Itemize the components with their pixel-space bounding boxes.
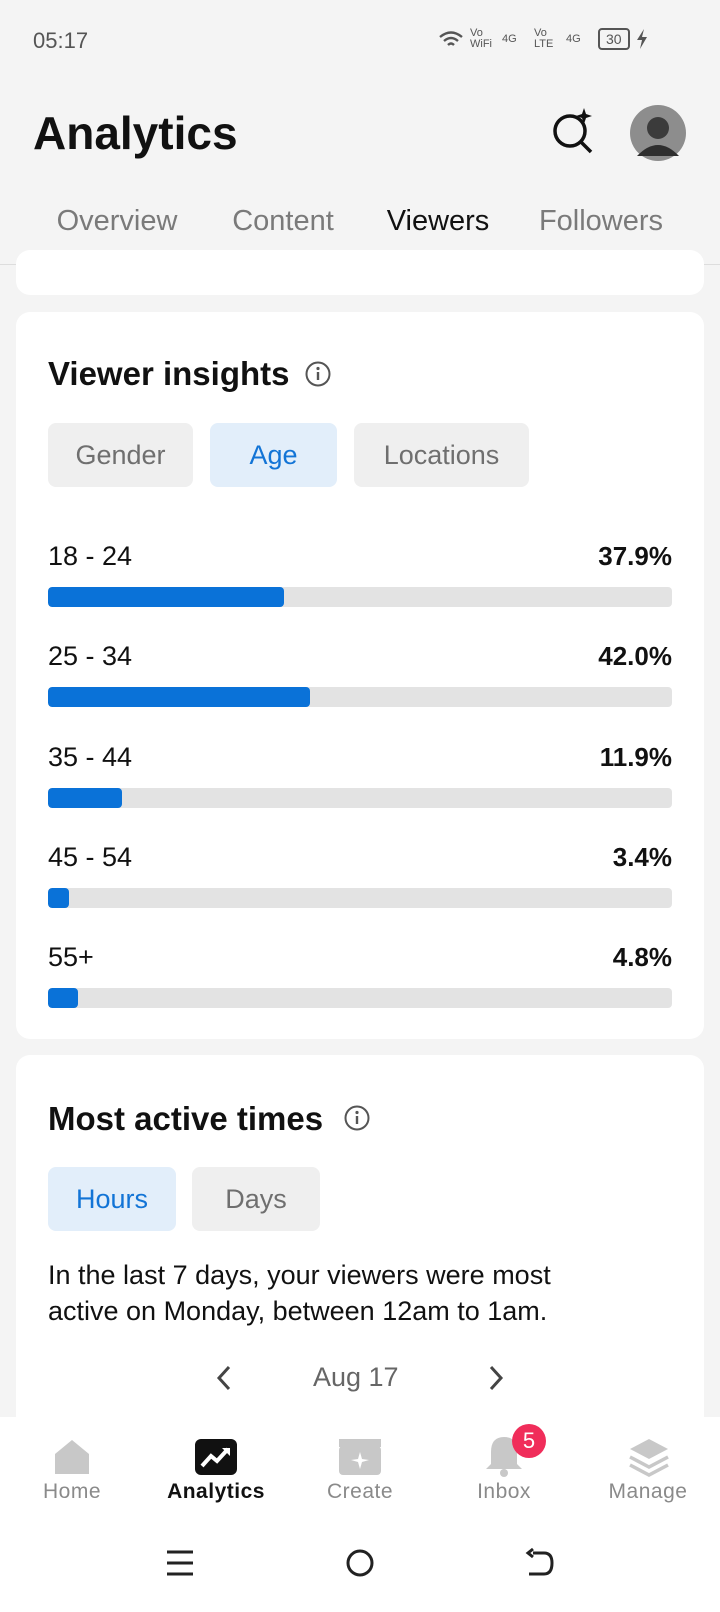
bar-fill bbox=[48, 887, 70, 908]
bar-fill bbox=[48, 787, 123, 808]
age-label: 18 - 24 bbox=[48, 541, 133, 571]
status-time: 05:17 bbox=[33, 28, 89, 53]
menu-key[interactable] bbox=[164, 1547, 196, 1579]
filter-chip[interactable]: Locations bbox=[354, 423, 529, 487]
bar-track bbox=[48, 988, 672, 1009]
percent-label: 42.0% bbox=[598, 641, 672, 672]
filter-chip[interactable]: Days bbox=[192, 1167, 320, 1231]
network-indicator: Vo WiFi bbox=[470, 27, 492, 50]
status-icons: Vo WiFi 4G Vo LTE 4G 30 bbox=[438, 28, 688, 50]
network-indicator: 4G bbox=[502, 32, 517, 45]
charging-icon bbox=[636, 29, 647, 49]
page-title: Analytics bbox=[33, 107, 238, 159]
active-times-card bbox=[16, 1055, 704, 1435]
bar-fill bbox=[48, 988, 78, 1009]
percent-label: 3.4% bbox=[612, 841, 672, 872]
tab[interactable]: Followers bbox=[538, 205, 664, 237]
nav-label[interactable]: Create bbox=[326, 1480, 394, 1503]
card-title: Viewer insights bbox=[48, 355, 290, 392]
create-icon[interactable] bbox=[338, 1438, 382, 1476]
battery: 30 bbox=[598, 28, 630, 50]
tab[interactable]: Content bbox=[232, 205, 334, 237]
bar-fill bbox=[48, 687, 311, 708]
date-label: Aug 17 bbox=[313, 1362, 399, 1392]
age-label: 25 - 34 bbox=[48, 641, 133, 672]
bar-fill bbox=[48, 587, 285, 607]
next-button[interactable] bbox=[484, 1364, 506, 1392]
percent-label: 37.9% bbox=[598, 541, 672, 571]
filter-chip[interactable]: Hours bbox=[48, 1167, 176, 1231]
viewer-insights-card bbox=[16, 312, 704, 1039]
home-icon[interactable] bbox=[52, 1436, 92, 1476]
network-indicator: Vo LTE bbox=[534, 27, 554, 50]
bar-track bbox=[48, 587, 672, 607]
card-fragment bbox=[16, 250, 704, 295]
avatar[interactable] bbox=[629, 104, 687, 162]
card-title: Most active times bbox=[48, 1100, 324, 1137]
tab[interactable]: Overview bbox=[56, 205, 178, 237]
back-key[interactable] bbox=[524, 1547, 556, 1579]
percent-label: 11.9% bbox=[599, 741, 672, 772]
search-button[interactable] bbox=[548, 106, 598, 156]
home-key[interactable] bbox=[344, 1547, 376, 1579]
nav-label[interactable]: Inbox bbox=[477, 1480, 531, 1503]
analytics-icon[interactable] bbox=[194, 1438, 238, 1476]
age-label: 55+ bbox=[48, 942, 94, 973]
bar-track bbox=[48, 887, 672, 908]
prev-button[interactable] bbox=[214, 1364, 236, 1392]
percent-label: 4.8% bbox=[612, 942, 672, 973]
age-label: 35 - 44 bbox=[48, 741, 133, 772]
nav-label[interactable]: Home bbox=[42, 1480, 102, 1503]
activity-description: In the last 7 days, your viewers were mo… bbox=[48, 1260, 551, 1326]
tab[interactable]: Viewers bbox=[386, 205, 490, 237]
network-indicator: 4G bbox=[566, 32, 581, 45]
nav-label[interactable]: Analytics bbox=[167, 1480, 265, 1503]
info-icon[interactable] bbox=[304, 360, 332, 388]
bar-track bbox=[48, 687, 672, 708]
nav-label[interactable]: Manage bbox=[608, 1480, 688, 1503]
inbox-badge: 5 bbox=[512, 1424, 546, 1458]
wifi-icon bbox=[439, 31, 463, 46]
bar-track bbox=[48, 787, 672, 808]
filter-chip[interactable]: Age bbox=[210, 423, 337, 487]
filter-chip[interactable]: Gender bbox=[48, 423, 193, 487]
manage-icon[interactable] bbox=[628, 1436, 670, 1478]
info-icon[interactable] bbox=[343, 1104, 371, 1132]
age-label: 45 - 54 bbox=[48, 841, 133, 872]
status-indicators: Vo WiFi 4G Vo LTE 4G bbox=[470, 28, 592, 50]
